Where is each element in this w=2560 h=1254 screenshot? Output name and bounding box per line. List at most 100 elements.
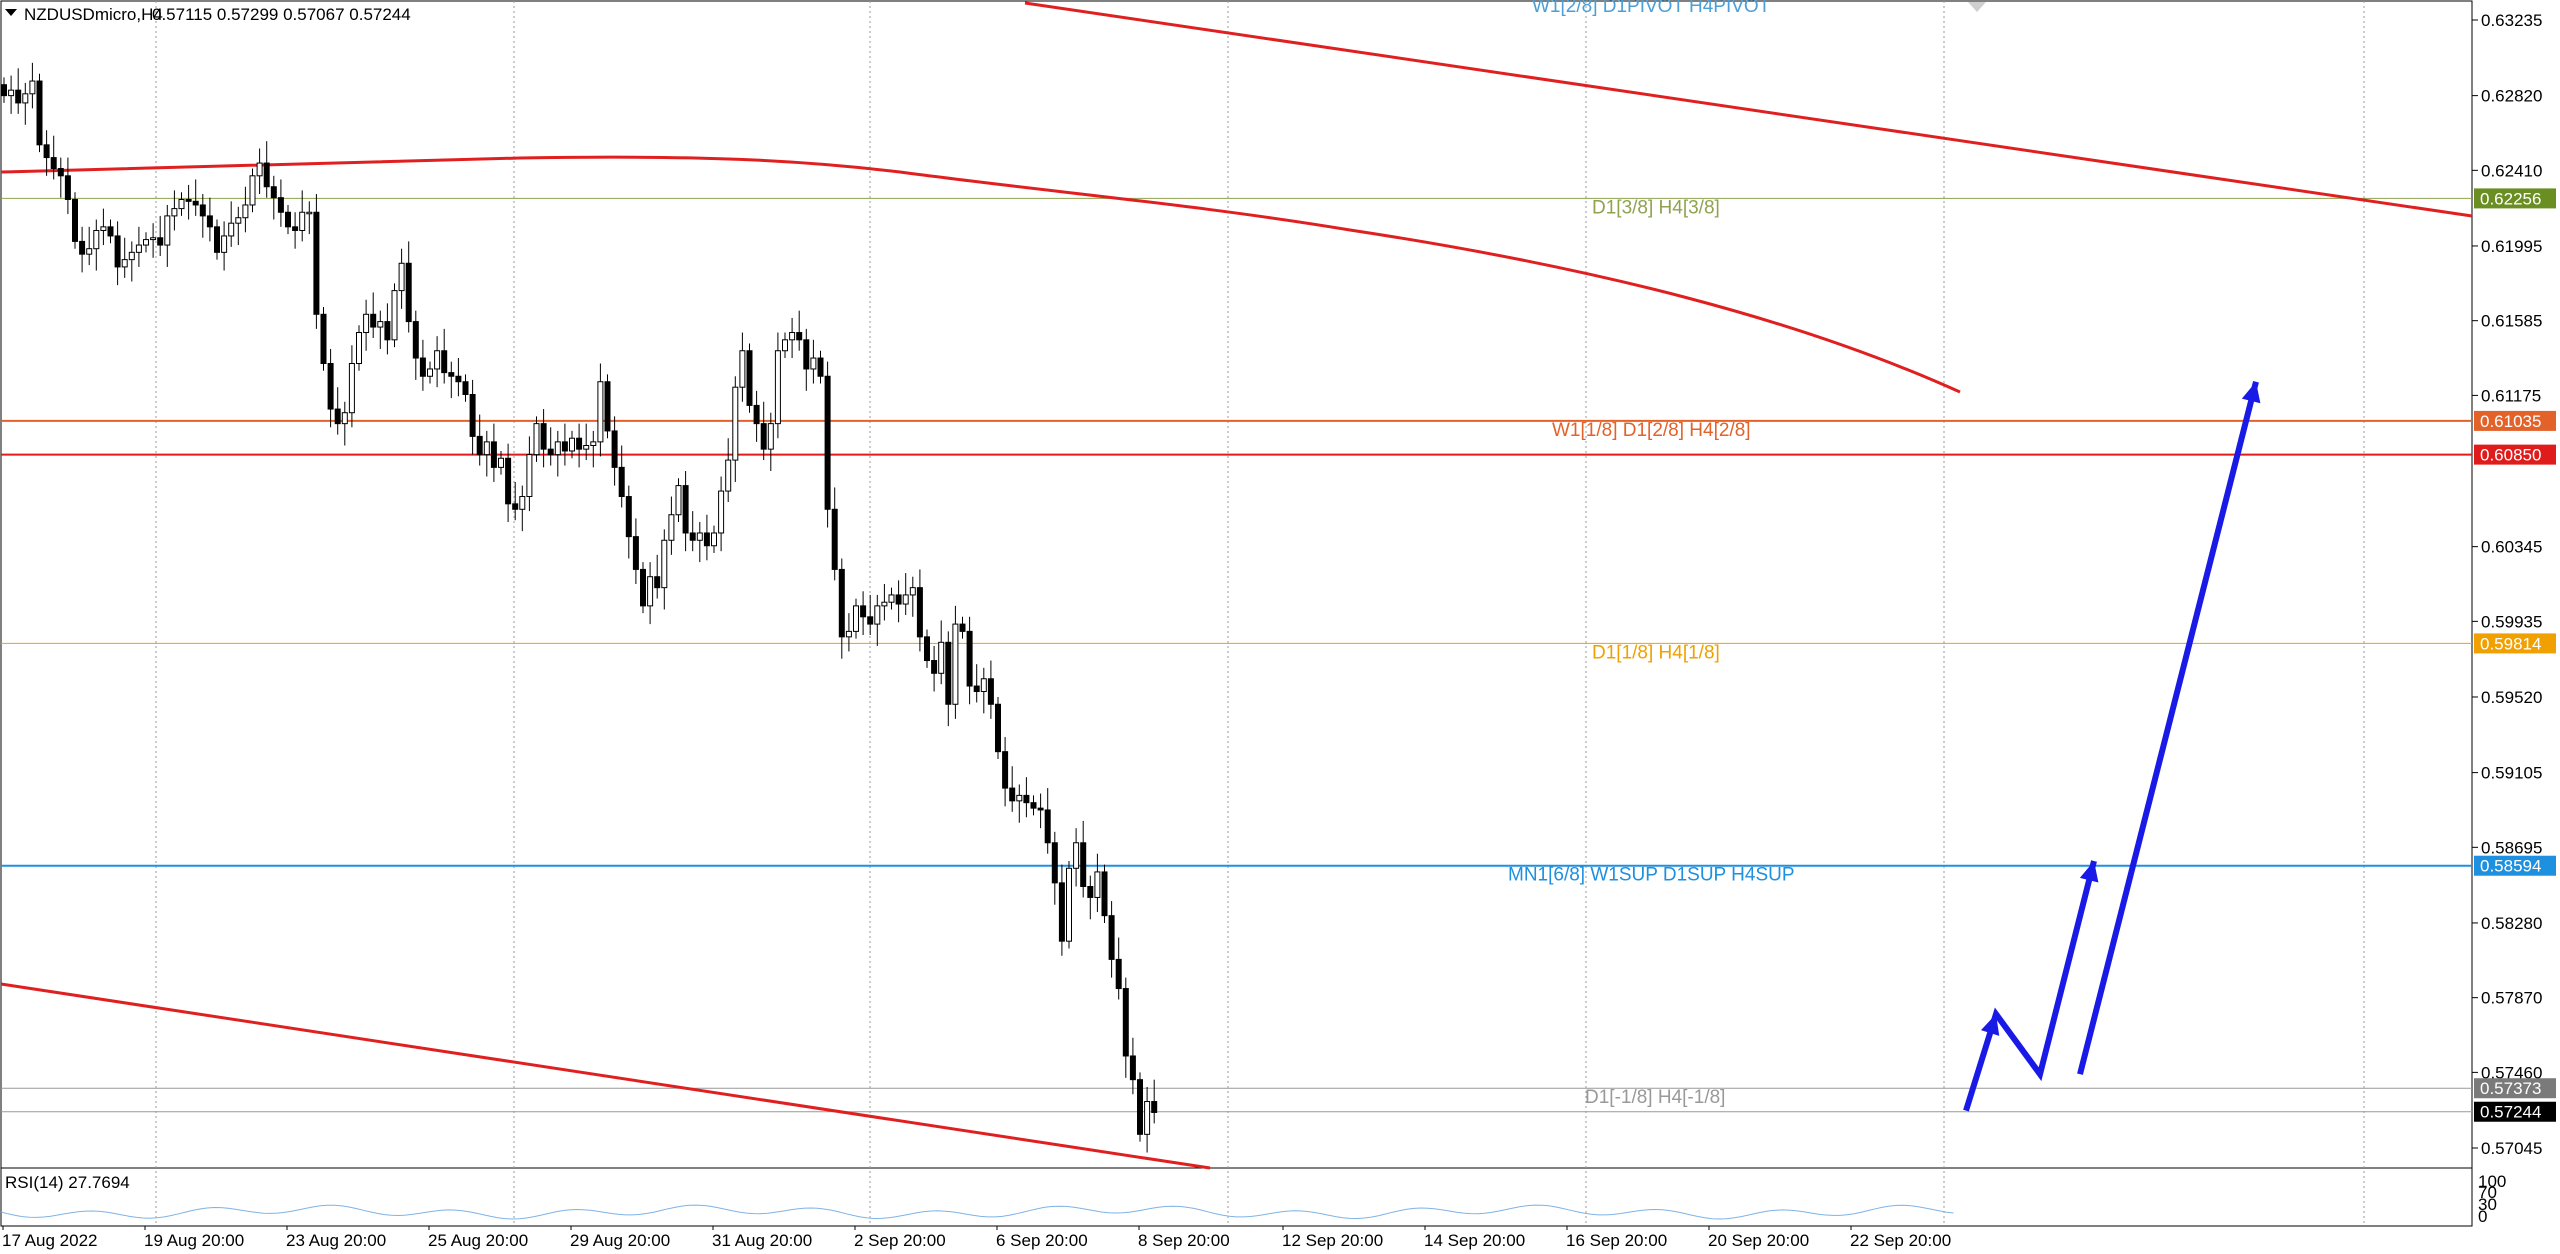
- candle-bull: [952, 623, 959, 705]
- candle-bull: [135, 244, 142, 253]
- candle-bull: [128, 251, 135, 261]
- candle-bull: [661, 539, 668, 589]
- candle-bear: [313, 211, 320, 315]
- candle-bull: [668, 514, 675, 541]
- candle-bear: [419, 357, 426, 377]
- candle-bear: [214, 226, 220, 253]
- projection-zigzag: [1963, 860, 2097, 1112]
- candle-bull: [93, 229, 100, 250]
- candle-bear: [632, 536, 639, 570]
- rsi-line: [0, 1204, 1954, 1220]
- chart-ohlc-readout: 0.57115 0.57299 0.57067 0.57244: [152, 5, 411, 24]
- price-tag-box: [2474, 444, 2556, 465]
- y-tick-label: 0.59520: [2481, 688, 2542, 707]
- candle-bear: [746, 350, 753, 406]
- candle-bull: [86, 248, 93, 255]
- level-label: D1[-1/8] H4[-1/8]: [1585, 1087, 1725, 1108]
- candle-bull: [29, 80, 36, 95]
- dropdown-marker-icon[interactable]: [1968, 2, 1986, 12]
- y-tick-label: 0.63235: [2481, 11, 2542, 30]
- candle-bull: [782, 339, 788, 352]
- candle-bear: [206, 215, 213, 228]
- main-chart-frame: [0, 0, 2473, 1169]
- level-label: W1[1/8] D1[2/8] H4[2/8]: [1552, 420, 1751, 441]
- candle-bear: [72, 198, 78, 242]
- candle-bear: [412, 321, 419, 359]
- candle-bear: [604, 381, 611, 432]
- candle-bear: [277, 197, 284, 213]
- level-lines: D1[3/8] H4[3/8] W1[1/8] D1[2/8] H4[2/8] D1…: [1, 197, 2472, 1113]
- x-tick-label: 23 Aug 20:00: [286, 1231, 386, 1250]
- candle-bull: [696, 532, 703, 541]
- lower-trend-line: [0, 982, 1211, 1170]
- time-axis: 17 Aug 2022 19 Aug 20:00 23 Aug 20:00 25 Au…: [2, 1226, 1951, 1250]
- candle-bull: [902, 594, 909, 605]
- candle-bull: [341, 412, 348, 425]
- x-tick-label: 29 Aug 20:00: [570, 1231, 670, 1250]
- x-tick-label: 12 Sep 20:00: [1282, 1231, 1383, 1250]
- y-tick-label: 0.61995: [2481, 237, 2542, 256]
- candle-bull: [675, 485, 682, 516]
- candle-bear: [824, 375, 831, 510]
- candle-bear: [625, 496, 632, 538]
- candle-bull: [8, 89, 15, 97]
- candle-bear: [682, 485, 689, 534]
- y-tick-label: 0.61175: [2481, 386, 2541, 405]
- price-tag-box: [2474, 1078, 2556, 1099]
- candle-bear: [1, 84, 7, 97]
- candle-bear: [1023, 794, 1030, 804]
- projection-long-arrow: [2077, 380, 2259, 1075]
- candle-bear: [320, 313, 327, 365]
- candle-bull: [178, 198, 185, 210]
- price-tag-box: [2474, 1101, 2556, 1122]
- price-tag-label: 0.62256: [2480, 189, 2541, 208]
- y-tick-label: 0.62410: [2481, 161, 2542, 180]
- rsi-tick-label: 0: [2478, 1207, 2487, 1226]
- candle-bull: [845, 630, 852, 638]
- candle-bull: [718, 490, 725, 534]
- chart-menu-icon[interactable]: [5, 9, 17, 16]
- candle-bear: [490, 441, 497, 468]
- candle-bear: [561, 441, 568, 452]
- rsi-panel-frame: [0, 1167, 2473, 1227]
- candle-bull: [121, 259, 128, 268]
- candle-bear: [185, 198, 192, 202]
- candle-bear: [64, 175, 71, 200]
- candle-bear: [895, 594, 902, 605]
- candle-bear: [831, 508, 838, 570]
- y-tick-label: 0.57045: [2481, 1139, 2542, 1158]
- candle-bear: [945, 641, 952, 705]
- x-tick-label: 31 Aug 20:00: [712, 1231, 812, 1250]
- candle-bull: [22, 93, 29, 104]
- candle-bull: [590, 441, 597, 447]
- y-tick-label: 0.57870: [2481, 989, 2542, 1008]
- candle-bull: [526, 454, 533, 498]
- y-tick-label: 0.59105: [2481, 764, 2542, 783]
- projection-arrowhead: [2079, 860, 2099, 883]
- x-tick-label: 17 Aug 2022: [2, 1231, 97, 1250]
- candle-bear: [192, 200, 199, 206]
- y-tick-label: 0.57460: [2481, 1063, 2542, 1082]
- candle-bull: [228, 222, 235, 237]
- candle-bull: [306, 211, 313, 215]
- candle-bull: [909, 587, 916, 596]
- candle-bear: [640, 568, 646, 607]
- candle-bear: [817, 357, 824, 377]
- candle-bear: [512, 503, 519, 510]
- candle-bear: [441, 350, 448, 374]
- price-tag-box: [2474, 188, 2556, 209]
- upper-trend-line: [1024, 1, 2473, 218]
- candle-bear: [1037, 807, 1044, 811]
- candle-bear: [405, 262, 412, 323]
- candle-bull: [533, 423, 540, 456]
- candle-bull: [249, 175, 256, 206]
- candle-bull: [434, 350, 441, 370]
- candle-bull: [171, 208, 178, 217]
- candle-bear: [987, 678, 994, 705]
- candle-bear: [107, 226, 114, 237]
- chart-symbol-title: NZDUSDmicro,H4: [24, 5, 163, 24]
- candle-bear: [455, 375, 462, 383]
- price-tags: 0.62256 0.61035 0.60850 0.59814 0.58594 0.573…: [2474, 188, 2556, 1122]
- projection-arrowhead: [2241, 381, 2261, 404]
